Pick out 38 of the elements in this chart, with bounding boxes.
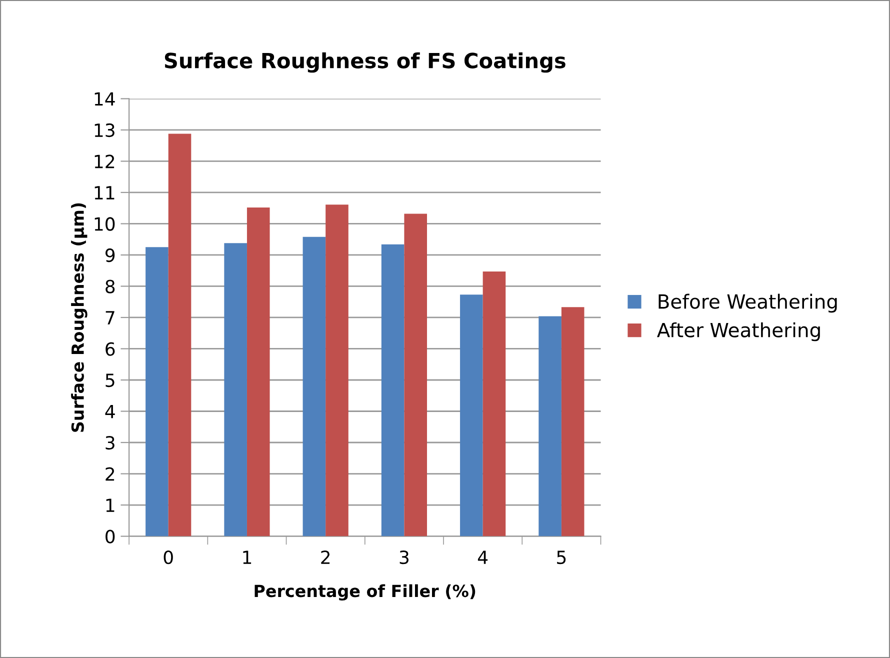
y-axis-title: Surface Roughness (µm)	[71, 203, 88, 432]
y-tick-label: 10	[94, 217, 115, 231]
y-tick-label: 1	[106, 498, 114, 512]
y-tick-label: 11	[94, 186, 114, 200]
y-tick-label: 3	[106, 436, 114, 450]
y-tick-label: 13	[94, 123, 114, 138]
x-tick-label: 0	[164, 550, 173, 564]
legend-label: After Weathering	[657, 322, 820, 342]
bar	[561, 307, 584, 536]
y-tick-label: 12	[94, 154, 114, 168]
y-tick-label: 7	[106, 311, 114, 324]
bar	[224, 243, 247, 536]
y-tick-label: 5	[106, 374, 114, 388]
x-tick-label: 3	[400, 550, 409, 564]
x-tick-label: 1	[243, 550, 252, 564]
x-tick-label: 2	[321, 550, 330, 564]
bar	[381, 244, 404, 536]
y-tick-label: 6	[106, 342, 115, 356]
bar	[538, 316, 562, 536]
y-tick-label: 8	[106, 280, 115, 294]
y-tick-label: 14	[94, 92, 115, 106]
x-tick-label: 5	[557, 550, 566, 564]
bar	[146, 247, 168, 536]
bar	[482, 272, 506, 536]
bar	[460, 294, 483, 536]
y-tick-label: 2	[106, 467, 114, 481]
legend-label: Before Weathering	[658, 294, 837, 313]
bar	[326, 204, 348, 536]
bar	[302, 236, 326, 536]
y-tick-label: 0	[106, 530, 115, 544]
y-tick-label: 9	[106, 248, 115, 262]
y-tick-label: 4	[105, 404, 115, 418]
bar	[246, 207, 270, 536]
x-tick-label: 4	[478, 550, 488, 564]
bar	[404, 214, 428, 536]
chart-title: Surface Roughness of FS Coatings	[164, 52, 566, 73]
bar	[168, 134, 192, 536]
x-axis-title: Percentage of Filler (%)	[254, 584, 476, 601]
